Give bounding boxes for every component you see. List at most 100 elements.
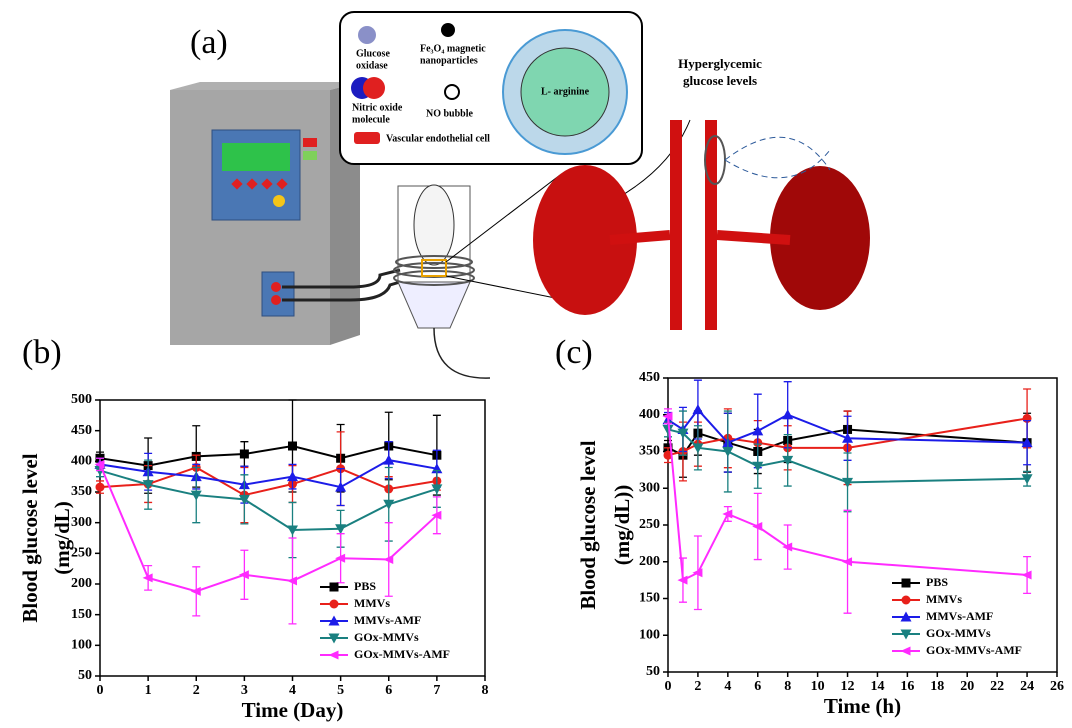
icon	[441, 23, 455, 37]
y-tick-label: 350	[639, 444, 660, 459]
x-tick-label: 0	[97, 683, 104, 698]
marker	[782, 409, 793, 419]
screen	[222, 143, 290, 171]
x-tick-label: 14	[870, 679, 884, 694]
y-tick-label: 400	[639, 407, 660, 422]
y-tick-label: 150	[639, 591, 660, 606]
x-tick-label: 22	[990, 679, 1004, 694]
schematic-label: L- arginine	[541, 86, 590, 97]
legend-marker	[330, 600, 339, 609]
x-tick-label: 1	[145, 683, 152, 698]
y-tick-label: 250	[639, 517, 660, 532]
x-tick-label: 8	[482, 683, 489, 698]
legend-marker	[902, 596, 911, 605]
x-axis-title: Time (Day)	[242, 698, 344, 722]
mouse	[414, 185, 454, 265]
legend-label: MMVs-AMF	[354, 613, 421, 627]
x-tick-label: 18	[930, 679, 944, 694]
x-tick-label: 4	[724, 679, 731, 694]
y-axis-title: (mg/dL))	[610, 485, 634, 566]
socket	[271, 295, 281, 305]
x-tick-label: 8	[784, 679, 791, 694]
legend-label: PBS	[926, 575, 948, 589]
light	[303, 138, 317, 147]
x-tick-label: 20	[960, 679, 974, 694]
schematic-label: Glucose	[356, 48, 390, 59]
knob	[273, 195, 285, 207]
marker	[287, 471, 298, 481]
legend-label: GOx-MMVs-AMF	[354, 647, 450, 661]
schematic-label: molecule	[352, 114, 390, 125]
x-tick-label: 24	[1020, 679, 1034, 694]
marker	[240, 449, 249, 458]
legend-marker	[901, 647, 911, 656]
schematic-label: NO bubble	[426, 108, 474, 119]
x-tick-label: 0	[665, 679, 672, 694]
vessel	[670, 120, 682, 330]
marker	[752, 462, 763, 472]
y-tick-label: 250	[71, 546, 92, 561]
icon	[358, 26, 376, 44]
schematic-label: oxidase	[356, 60, 388, 71]
marker	[96, 483, 105, 492]
icon	[445, 85, 459, 99]
x-tick-label: 3	[241, 683, 248, 698]
schematic-label: nanoparticles	[420, 55, 478, 66]
marker	[383, 455, 394, 465]
legend-marker	[902, 579, 911, 588]
schematic-label: Fe₃O₄ magnetic	[420, 43, 486, 54]
y-axis-title: Blood glucose level	[576, 440, 600, 609]
legend-label: PBS	[354, 579, 376, 593]
panel-label: (b)	[22, 334, 62, 371]
y-tick-label: 150	[71, 607, 92, 622]
x-tick-label: 12	[841, 679, 855, 694]
figure: Glucose oxidase Fe₃O₄ magnetic nanoparti…	[0, 0, 1072, 728]
x-tick-label: 5	[337, 683, 344, 698]
x-tick-label: 6	[385, 683, 392, 698]
y-tick-label: 500	[71, 392, 92, 407]
marker	[383, 500, 394, 510]
x-tick-label: 4	[289, 683, 296, 698]
tail	[434, 328, 490, 378]
x-tick-label: 2	[193, 683, 200, 698]
panel-label: (c)	[555, 334, 593, 371]
socket	[271, 282, 281, 292]
schematic-label: Hyperglycemic	[678, 56, 762, 71]
panel-label: (a)	[190, 24, 228, 61]
schematic: Glucose oxidase Fe₃O₄ magnetic nanoparti…	[170, 12, 870, 378]
y-tick-label: 200	[71, 576, 92, 591]
legend-label: GOx-MMVs	[926, 626, 991, 640]
icon	[354, 132, 380, 144]
x-tick-label: 2	[694, 679, 701, 694]
legend-label: MMVs-AMF	[926, 609, 993, 623]
y-tick-label: 50	[78, 668, 92, 683]
legend-label: GOx-MMVs	[354, 630, 419, 644]
y-axis-title: (mg/dL)	[50, 501, 74, 575]
y-tick-label: 400	[71, 454, 92, 469]
schematic-label: Nitric oxide	[352, 102, 403, 113]
y-tick-label: 350	[71, 484, 92, 499]
legend-label: MMVs	[354, 596, 390, 610]
y-tick-label: 450	[639, 370, 660, 385]
x-tick-label: 10	[811, 679, 825, 694]
marker	[288, 442, 297, 451]
y-tick-label: 100	[639, 627, 660, 642]
y-tick-label: 200	[639, 554, 660, 569]
legend-label: MMVs	[926, 592, 962, 606]
legend-label: GOx-MMVs-AMF	[926, 643, 1022, 657]
vessel	[705, 120, 717, 330]
y-axis-title: Blood glucose level	[18, 453, 42, 622]
y-tick-label: 100	[71, 638, 92, 653]
machine-top	[170, 82, 360, 90]
x-tick-label: 6	[754, 679, 761, 694]
cylinder-base	[398, 282, 470, 328]
x-tick-label: 7	[433, 683, 440, 698]
y-tick-label: 300	[71, 515, 92, 530]
x-tick-label: 16	[900, 679, 914, 694]
vessel	[610, 235, 790, 240]
y-tick-label: 300	[639, 480, 660, 495]
y-tick-label: 450	[71, 423, 92, 438]
marker	[692, 404, 703, 414]
light	[303, 151, 317, 160]
schematic-label: glucose levels	[683, 73, 757, 88]
